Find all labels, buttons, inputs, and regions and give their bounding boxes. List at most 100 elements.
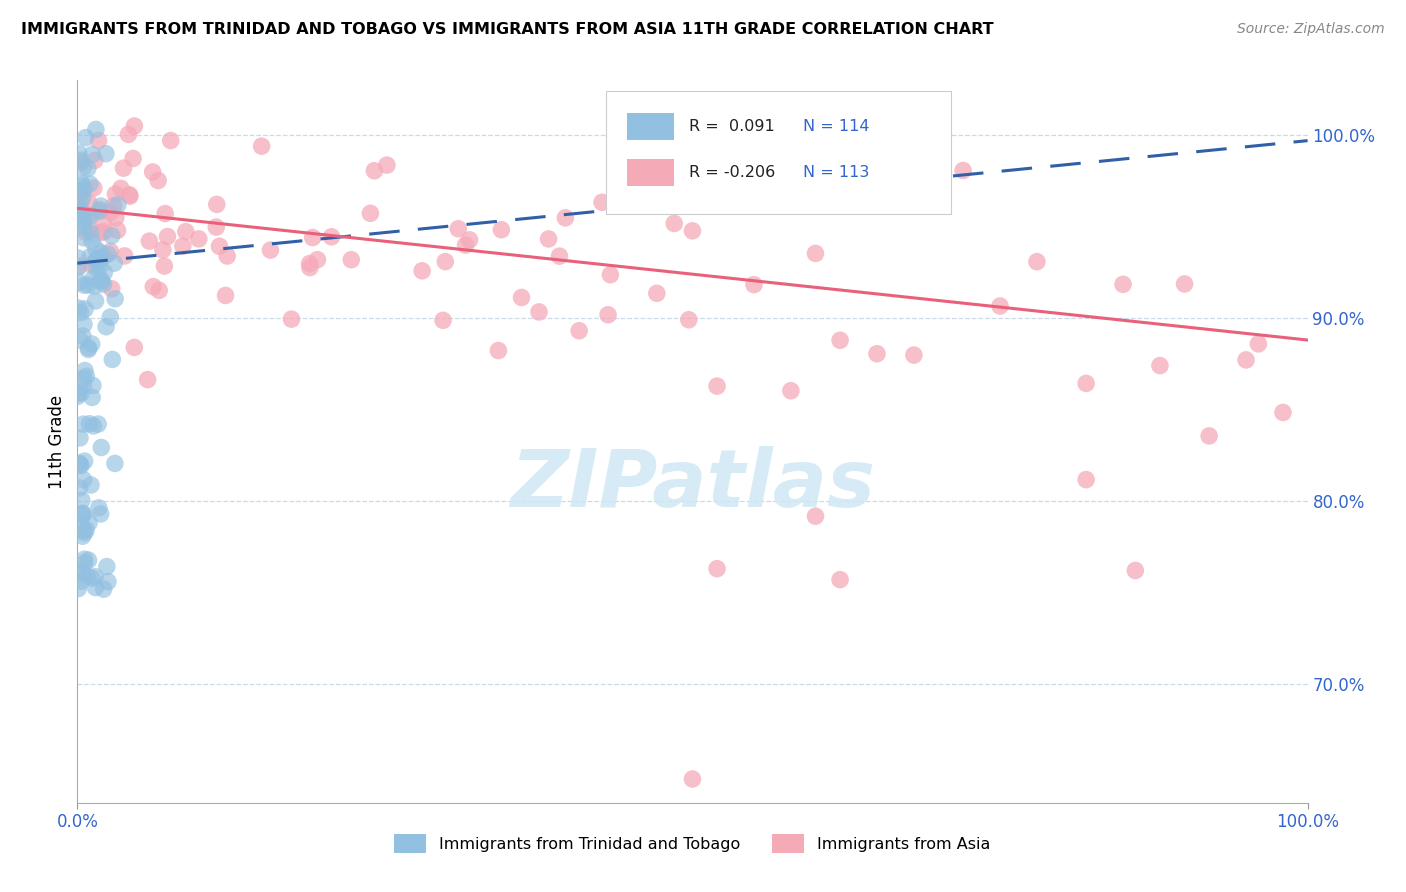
Point bbox=[72, 230, 94, 244]
Point bbox=[67, 198, 90, 212]
Point bbox=[804, 509, 827, 524]
Point bbox=[67, 582, 90, 596]
Point bbox=[77, 195, 100, 210]
Point bbox=[73, 214, 96, 228]
Point bbox=[69, 306, 91, 320]
Point bbox=[599, 268, 621, 282]
Point bbox=[1125, 564, 1147, 578]
Point bbox=[89, 204, 111, 219]
Point bbox=[678, 312, 700, 326]
Point bbox=[80, 223, 103, 237]
Point bbox=[66, 386, 89, 401]
Point bbox=[434, 254, 457, 268]
Point bbox=[79, 417, 101, 431]
Point bbox=[359, 206, 381, 220]
Point bbox=[76, 161, 98, 176]
Point bbox=[69, 187, 91, 202]
Point bbox=[107, 198, 129, 212]
Point bbox=[66, 565, 89, 579]
Point bbox=[90, 275, 114, 289]
Point bbox=[72, 329, 94, 343]
Point bbox=[491, 223, 513, 237]
Point bbox=[280, 312, 302, 326]
Point bbox=[568, 324, 591, 338]
Point bbox=[70, 213, 93, 227]
Point bbox=[682, 772, 704, 786]
Point bbox=[142, 279, 165, 293]
Point bbox=[93, 215, 115, 229]
Point bbox=[1174, 277, 1197, 291]
Point bbox=[510, 290, 533, 304]
Point bbox=[84, 570, 107, 584]
Point bbox=[100, 282, 122, 296]
Point bbox=[682, 224, 704, 238]
Point bbox=[301, 230, 323, 244]
Point bbox=[454, 238, 477, 252]
Point bbox=[1198, 429, 1220, 443]
Point bbox=[214, 288, 236, 302]
Point bbox=[780, 384, 803, 398]
Point bbox=[100, 244, 122, 259]
Point bbox=[84, 253, 107, 268]
Point bbox=[458, 233, 481, 247]
Point bbox=[89, 260, 111, 274]
Point bbox=[70, 153, 93, 168]
Point bbox=[70, 195, 93, 210]
Point bbox=[138, 234, 160, 248]
Point bbox=[363, 163, 385, 178]
Point bbox=[82, 234, 104, 248]
Point bbox=[122, 152, 145, 166]
Point bbox=[706, 379, 728, 393]
Point bbox=[70, 386, 93, 401]
Point bbox=[101, 228, 124, 243]
Point bbox=[84, 293, 107, 308]
Point bbox=[80, 478, 103, 492]
Point bbox=[70, 203, 93, 218]
Point bbox=[340, 252, 363, 267]
Point bbox=[830, 573, 852, 587]
Point bbox=[69, 516, 91, 531]
Point bbox=[82, 271, 104, 285]
Point bbox=[1149, 359, 1171, 373]
Point bbox=[93, 249, 115, 263]
Point bbox=[75, 523, 97, 537]
Point bbox=[153, 259, 176, 273]
Point bbox=[152, 243, 174, 257]
Point bbox=[742, 277, 765, 292]
Point bbox=[1026, 254, 1049, 268]
Point bbox=[72, 524, 94, 538]
Point bbox=[89, 202, 111, 217]
Point bbox=[114, 249, 136, 263]
Point bbox=[148, 173, 170, 187]
Point bbox=[1234, 352, 1257, 367]
Point bbox=[96, 559, 118, 574]
Point bbox=[70, 507, 93, 521]
Point bbox=[117, 128, 139, 142]
Point bbox=[159, 134, 181, 148]
Point bbox=[142, 165, 165, 179]
Point bbox=[70, 155, 93, 169]
Point bbox=[486, 343, 509, 358]
Point bbox=[208, 239, 231, 253]
Point bbox=[79, 250, 101, 264]
Point bbox=[596, 308, 619, 322]
Point bbox=[70, 186, 93, 200]
Point bbox=[69, 431, 91, 445]
Point bbox=[104, 187, 127, 202]
Text: IMMIGRANTS FROM TRINIDAD AND TOBAGO VS IMMIGRANTS FROM ASIA 11TH GRADE CORRELATI: IMMIGRANTS FROM TRINIDAD AND TOBAGO VS I… bbox=[21, 22, 994, 37]
Point bbox=[72, 183, 94, 197]
Point bbox=[172, 239, 194, 253]
Point bbox=[298, 260, 321, 275]
Point bbox=[72, 473, 94, 487]
Point bbox=[90, 245, 112, 260]
Point bbox=[79, 209, 101, 223]
Point bbox=[645, 286, 668, 301]
Point bbox=[82, 418, 104, 433]
Point bbox=[706, 562, 728, 576]
Point bbox=[156, 229, 179, 244]
Point bbox=[70, 177, 93, 191]
Point bbox=[69, 201, 91, 215]
Point bbox=[411, 264, 433, 278]
Point bbox=[93, 582, 115, 596]
Point bbox=[118, 187, 141, 202]
